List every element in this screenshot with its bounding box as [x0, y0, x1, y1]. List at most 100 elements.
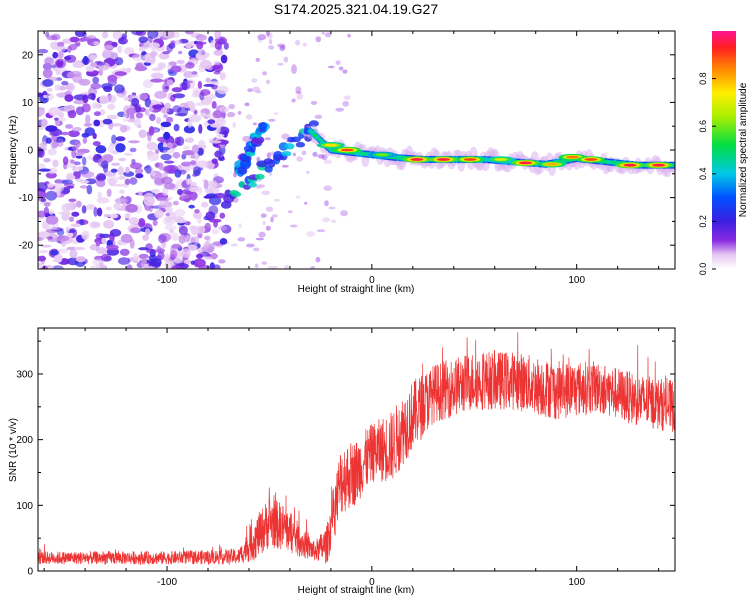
- noise-blob: [84, 127, 96, 136]
- noise-blob: [46, 87, 53, 92]
- noise-blob: [135, 167, 143, 175]
- noise-blob: [52, 51, 59, 59]
- noise-blob: [112, 31, 123, 40]
- snr-panel: -100 0 100 0 100 200 300 Height of straight li…: [8, 327, 676, 596]
- noise-blob: [342, 69, 348, 74]
- noise-blob: [295, 39, 301, 46]
- noise-blob: [156, 117, 161, 125]
- noise-blob: [99, 233, 111, 238]
- noise-blob: [46, 93, 55, 101]
- noise-blob: [75, 155, 83, 159]
- noise-blob: [86, 66, 95, 72]
- noise-blob: [317, 154, 325, 159]
- noise-blob: [42, 79, 54, 87]
- noise-blob: [343, 95, 351, 100]
- noise-blob: [281, 164, 289, 168]
- noise-blob: [40, 244, 52, 248]
- noise-blob: [46, 183, 54, 188]
- noise-blob: [162, 51, 171, 55]
- noise-blob: [109, 229, 122, 237]
- noise-blob: [89, 41, 95, 46]
- noise-blob: [93, 207, 98, 217]
- noise-blob: [342, 100, 350, 107]
- noise-blob: [204, 235, 211, 241]
- noise-blob: [165, 212, 170, 217]
- noise-blob: [198, 123, 203, 134]
- noise-blob: [312, 151, 318, 157]
- noise-blob: [72, 203, 77, 208]
- noise-blob: [203, 241, 210, 249]
- noise-blob: [201, 145, 207, 149]
- noise-blob: [123, 171, 135, 177]
- noise-blob: [204, 222, 211, 233]
- colorbar-tick-label: 0.6: [698, 120, 708, 133]
- noise-blob: [193, 166, 202, 175]
- noise-blob: [335, 107, 345, 112]
- noise-blob: [103, 213, 111, 218]
- noise-blob: [158, 234, 167, 244]
- noise-blob: [184, 259, 191, 264]
- noise-blob: [95, 241, 101, 247]
- noise-blob: [38, 262, 43, 268]
- noise-blob: [81, 57, 90, 66]
- noise-blob: [216, 85, 229, 95]
- ridge-peak: [566, 155, 580, 159]
- noise-blob: [195, 34, 207, 41]
- noise-blob: [81, 171, 95, 178]
- noise-blob: [214, 150, 223, 158]
- noise-blob: [306, 170, 310, 174]
- noise-blob: [65, 226, 70, 233]
- noise-blob: [73, 94, 87, 101]
- noise-blob: [174, 137, 181, 145]
- noise-blob: [213, 49, 224, 56]
- noise-blob: [310, 100, 318, 105]
- snr-y-axis-label: SNR (10 * v/v): [8, 418, 19, 482]
- noise-blob: [164, 160, 175, 164]
- ridge-peak: [324, 143, 338, 147]
- noise-blob: [214, 31, 222, 40]
- noise-blob: [56, 187, 61, 197]
- noise-blob: [256, 184, 266, 188]
- noise-blob: [181, 248, 191, 258]
- noise-blob: [38, 107, 45, 117]
- noise-blob: [44, 202, 51, 208]
- noise-blob: [171, 265, 182, 269]
- noise-blob: [54, 253, 63, 263]
- noise-blob: [95, 179, 106, 188]
- ridge-peak: [545, 162, 559, 166]
- noise-blob: [197, 247, 203, 253]
- noise-blob: [211, 228, 219, 235]
- noise-blob: [315, 35, 322, 43]
- noise-blob: [106, 244, 119, 251]
- noise-blob: [106, 94, 117, 104]
- noise-blob: [111, 162, 121, 166]
- noise-blob: [310, 266, 315, 269]
- noise-blob: [102, 31, 109, 39]
- snr-content: [38, 332, 675, 566]
- noise-blob: [214, 192, 226, 199]
- noise-blob: [201, 201, 209, 208]
- noise-blob: [268, 118, 276, 122]
- noise-blob: [95, 145, 107, 154]
- noise-blob: [45, 31, 50, 38]
- noise-blob: [200, 112, 207, 117]
- noise-blob: [209, 180, 218, 188]
- noise-blob: [150, 78, 164, 83]
- noise-blob: [91, 102, 100, 109]
- noise-blob: [181, 153, 187, 160]
- branch-blob: [252, 136, 265, 144]
- colorbar-tick-label: 0.4: [698, 168, 708, 181]
- noise-blob: [160, 147, 171, 151]
- noise-blob: [63, 182, 75, 188]
- noise-blob: [291, 98, 296, 103]
- noise-blob: [205, 77, 211, 83]
- noise-blob: [179, 81, 191, 91]
- noise-blob: [264, 137, 271, 141]
- noise-blob: [193, 109, 198, 115]
- noise-blob: [203, 179, 209, 190]
- noise-blob: [79, 180, 90, 184]
- noise-blob: [203, 83, 215, 87]
- noise-blob: [144, 97, 152, 108]
- noise-blob: [268, 45, 275, 50]
- noise-blob: [52, 159, 59, 168]
